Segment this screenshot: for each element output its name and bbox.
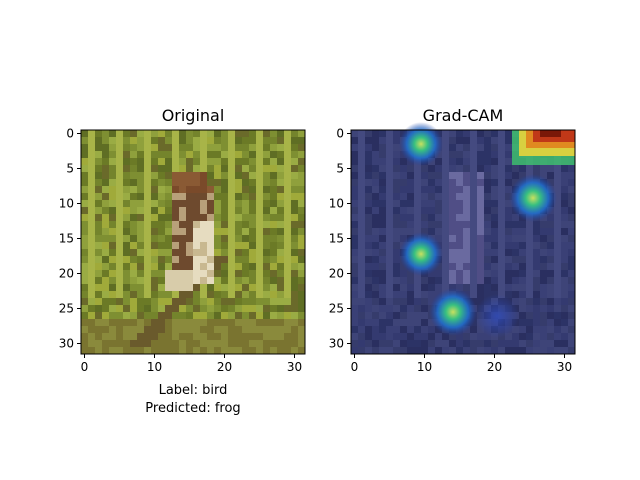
label-text: Label: bird — [159, 383, 228, 398]
x-tick-label: 30 — [287, 360, 302, 374]
gradcam-hot-corner — [512, 130, 575, 165]
y-tick-label: 25 — [329, 302, 344, 316]
y-tick-label: 0 — [336, 127, 344, 141]
panel-title: Grad-CAM — [423, 106, 504, 125]
gradcam-hotspot — [429, 288, 477, 336]
x-tick-label: 20 — [487, 360, 502, 374]
gradcam-hotspot — [509, 174, 557, 222]
y-tick-label: 5 — [66, 162, 74, 176]
original-image — [81, 130, 305, 354]
gradcam-hotspot — [399, 122, 443, 166]
gradcam-hotspot — [475, 294, 519, 338]
y-tick-label: 15 — [59, 232, 74, 246]
x-tick-label: 0 — [351, 360, 359, 374]
y-tick-label: 25 — [59, 302, 74, 316]
x-tick-label: 20 — [217, 360, 232, 374]
predicted-text: Predicted: frog — [145, 401, 240, 416]
gradcam-hotspot — [399, 232, 443, 276]
y-tick-label: 10 — [59, 197, 74, 211]
x-tick-label: 10 — [147, 360, 162, 374]
x-tick-label: 10 — [417, 360, 432, 374]
y-tick-label: 20 — [329, 267, 344, 281]
panel-original: Original 0 10 20 30 0 5 10 15 20 25 30 Label: bird… — [59, 106, 306, 416]
axes-frame — [350, 129, 576, 355]
y-tick-label: 0 — [66, 127, 74, 141]
axes-frame — [80, 129, 306, 355]
y-tick-label: 30 — [329, 337, 344, 351]
axes-ticks: 0 10 20 30 0 5 10 15 20 25 30 — [329, 127, 572, 375]
x-tick-label: 30 — [557, 360, 572, 374]
panel-gradcam: Grad-CAM 0 10 20 30 0 5 10 15 20 25 30 — [329, 106, 576, 375]
y-tick-label: 30 — [59, 337, 74, 351]
x-tick-label: 0 — [81, 360, 89, 374]
y-tick-label: 20 — [59, 267, 74, 281]
panel-title: Original — [162, 106, 225, 125]
axes-ticks: 0 10 20 30 0 5 10 15 20 25 30 — [59, 127, 302, 375]
y-tick-label: 10 — [329, 197, 344, 211]
y-tick-label: 15 — [329, 232, 344, 246]
gradcam-image — [351, 122, 575, 354]
y-tick-label: 5 — [336, 162, 344, 176]
